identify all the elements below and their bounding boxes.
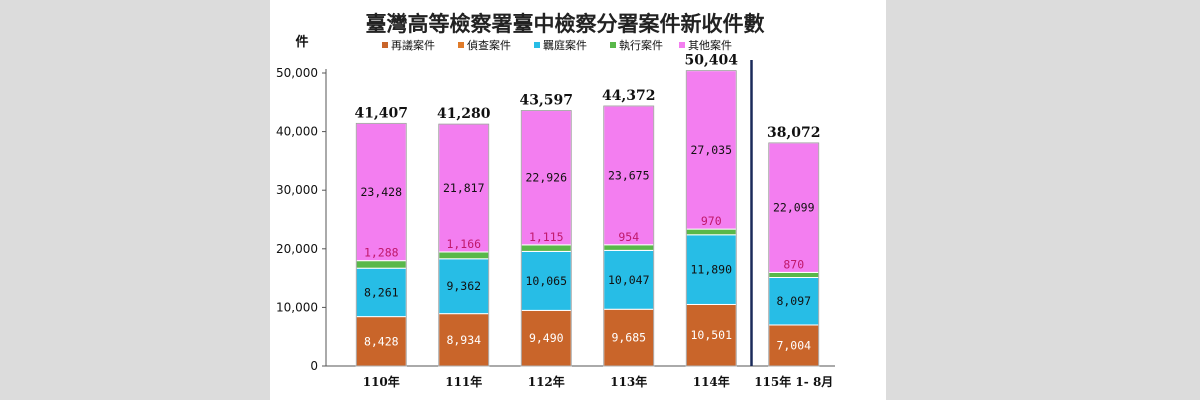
- segment-value-label: 21,817: [443, 181, 485, 195]
- bar-total-label: 50,404: [684, 53, 738, 69]
- segment-value-label: 10,047: [608, 273, 650, 287]
- y-tick-label: 30,000: [276, 183, 318, 197]
- bar-segment: [768, 271, 820, 279]
- segment-value-label: 7,004: [776, 338, 811, 352]
- segment-value-label: 23,428: [360, 185, 402, 199]
- bar-segment: [603, 105, 655, 246]
- bar-outline: [438, 123, 490, 367]
- legend-label: 其他案件: [688, 38, 732, 52]
- bar-segment: [438, 251, 490, 260]
- bar-segment: [520, 309, 572, 367]
- x-tick-label: 112年: [528, 374, 565, 389]
- legend-label: 再議案件: [391, 38, 435, 52]
- x-tick-label: 113年: [610, 374, 647, 389]
- segment-value-label: 8,934: [446, 333, 481, 347]
- bar-segment: [520, 250, 572, 311]
- bar-segment: [603, 308, 655, 367]
- segment-value-label: 9,362: [446, 279, 481, 293]
- x-tick-label: 110年: [363, 374, 400, 389]
- bar-outline: [520, 110, 572, 367]
- y-tick-label: 10,000: [276, 300, 318, 314]
- x-tick-label: 111年: [445, 374, 482, 389]
- segment-value-label: 970: [701, 214, 722, 228]
- legend-swatch: [458, 42, 464, 48]
- y-unit-label: 件: [295, 34, 308, 50]
- bar-segment: [603, 249, 655, 310]
- x-tick-label: 115年 1- 8月: [754, 374, 833, 389]
- y-tick-label: 0: [310, 359, 318, 373]
- segment-value-label: 8,428: [364, 334, 399, 348]
- segment-value-label: 1,166: [446, 237, 481, 251]
- legend-label: 偵查案件: [467, 38, 511, 52]
- chart-panel: 臺灣高等檢察署臺中檢察分署案件新收件數 件 再議案件 偵查案件 羈庭案件 執行案件 其他…: [270, 0, 886, 400]
- segment-value-label: 8,097: [776, 294, 811, 308]
- bar-total-label: 38,072: [767, 125, 821, 141]
- bar-segment: [520, 244, 572, 252]
- bar-segment: [768, 277, 820, 326]
- bar-segment: [520, 110, 572, 246]
- bar-segment: [685, 303, 737, 367]
- segment-value-label: 954: [618, 230, 639, 244]
- segment-value-label: 23,675: [608, 168, 650, 182]
- segment-value-label: 27,035: [690, 143, 732, 157]
- segment-value-label: 10,065: [525, 274, 567, 288]
- bar-total-label: 41,407: [354, 105, 408, 121]
- bar-total-label: 44,372: [602, 88, 656, 104]
- y-tick-label: 50,000: [276, 66, 318, 80]
- legend: 再議案件 偵查案件 羈庭案件 執行案件 其他案件: [382, 38, 732, 52]
- segment-value-label: 22,926: [525, 171, 567, 185]
- segment-value-label: 22,099: [773, 201, 815, 215]
- bar-segment: [603, 244, 655, 251]
- bar-segment: [685, 70, 737, 230]
- y-tick-label: 20,000: [276, 242, 318, 256]
- bar-segment: [438, 313, 490, 367]
- segment-value-label: 10,501: [690, 328, 732, 342]
- bar-outline: [685, 70, 737, 367]
- axes: 0 10,000 20,000 30,000 40,000 50,000: [276, 66, 835, 373]
- stacked-bar-chart: 臺灣高等檢察署臺中檢察分署案件新收件數 件 再議案件 偵查案件 羈庭案件 執行案件 其他…: [276, 12, 835, 389]
- legend-swatch: [610, 42, 616, 48]
- legend-swatch: [679, 42, 685, 48]
- bars: 8,428 8,261 1,288 23,428 41,407 110年 8,934 9,36…: [354, 53, 833, 389]
- legend-swatch: [534, 42, 540, 48]
- segment-value-label: 1,288: [364, 246, 399, 260]
- segment-value-label: 8,261: [364, 285, 399, 299]
- bar-segment: [355, 260, 407, 269]
- legend-label: 羈庭案件: [543, 38, 587, 52]
- legend-swatch: [382, 42, 388, 48]
- segment-value-label: 870: [783, 257, 804, 271]
- x-tick-label: 114年: [693, 374, 730, 389]
- bar-outline: [768, 142, 820, 367]
- bar-outline: [355, 122, 407, 367]
- bar-total-label: 41,280: [437, 106, 491, 122]
- chart-title: 臺灣高等檢察署臺中檢察分署案件新收件數: [366, 12, 765, 36]
- bar-segment: [438, 123, 490, 253]
- segment-value-label: 11,890: [690, 263, 732, 277]
- segment-value-label: 1,115: [529, 230, 564, 244]
- bar-segment: [685, 228, 737, 236]
- bar-segment: [685, 234, 737, 305]
- legend-label: 執行案件: [619, 38, 663, 52]
- bar-outline: [603, 105, 655, 367]
- y-tick-label: 40,000: [276, 125, 318, 139]
- bar-total-label: 43,597: [519, 93, 573, 109]
- segment-value-label: 9,490: [529, 331, 564, 345]
- segment-value-label: 9,685: [611, 331, 646, 345]
